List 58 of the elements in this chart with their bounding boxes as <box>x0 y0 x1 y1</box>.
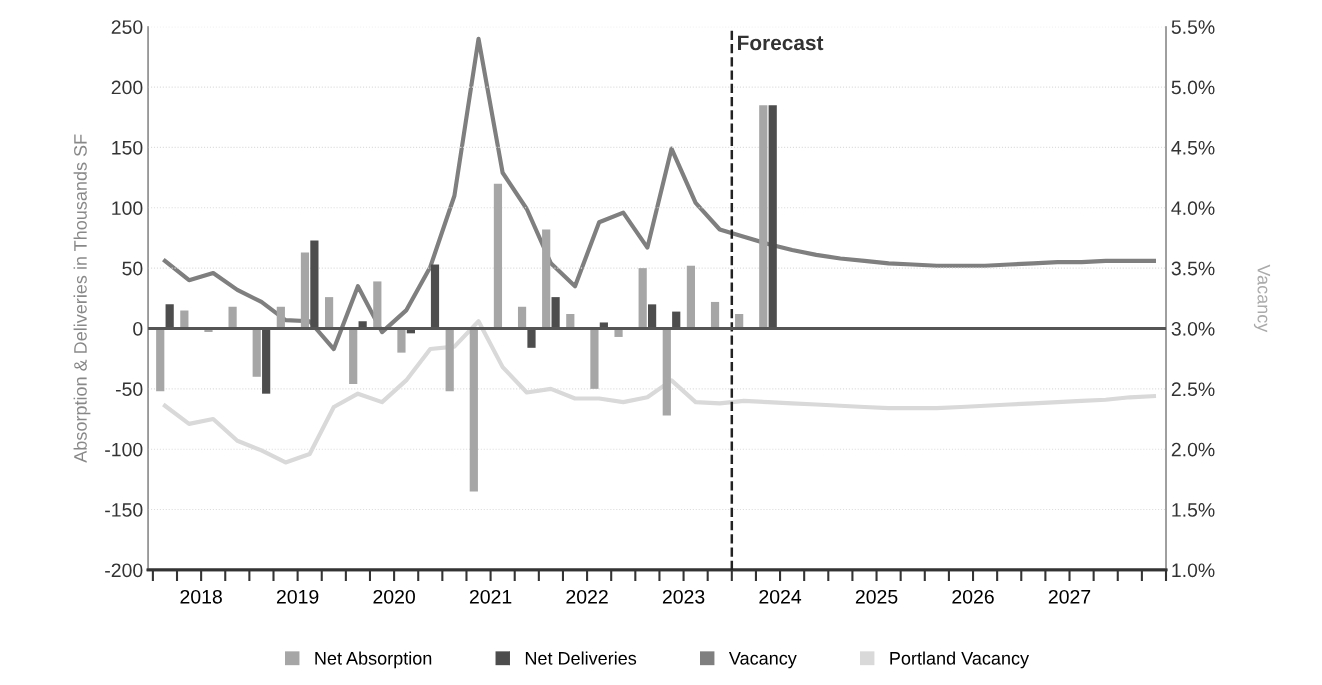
y2-tick-label: 2.5% <box>1171 382 1215 397</box>
y-tick-label: 150 <box>112 140 143 155</box>
bar <box>252 328 261 377</box>
y2-tick-label: 4.5% <box>1171 140 1215 155</box>
y-tick-label: -200 <box>105 563 143 578</box>
bar <box>373 281 382 329</box>
y-axis-title: Absorption & Deliveries in Thousands SF <box>73 134 91 463</box>
line-series <box>162 36 1157 352</box>
y-tick-label: 200 <box>111 80 143 95</box>
bar <box>759 105 768 329</box>
x-tick-label: 2027 <box>1048 589 1091 604</box>
x-tick-label: 2024 <box>759 589 802 604</box>
bar <box>710 301 720 329</box>
y2-tick-label: 1.5% <box>1172 503 1215 517</box>
y2-tick-label: 3.0% <box>1171 321 1215 336</box>
bar <box>445 328 454 392</box>
y2-tick-label: 5.0% <box>1171 80 1215 95</box>
bar <box>469 328 478 492</box>
bar <box>662 328 671 416</box>
y-tick-label: -50 <box>115 382 143 397</box>
bar <box>300 252 310 329</box>
x-tick-label: 2026 <box>952 589 994 604</box>
y-tick-label: 0 <box>133 321 143 336</box>
bar <box>542 229 551 329</box>
ref-line-label: Forecast <box>738 35 824 51</box>
bar <box>517 306 527 329</box>
y-tick-label: -100 <box>105 442 143 457</box>
x-tick-label: 2021 <box>469 589 512 604</box>
legend-label: Portland Vacancy <box>890 651 1030 669</box>
bar <box>397 328 406 353</box>
bar <box>493 183 503 329</box>
y2-tick-label: 3.5% <box>1171 261 1215 276</box>
x-tick-label: 2023 <box>662 589 705 604</box>
legend-label: Vacancy <box>728 652 797 669</box>
y2-tick-label: 2.0% <box>1171 442 1215 457</box>
y2-tick-label: 1.0% <box>1172 563 1215 578</box>
x-tick-label: 2022 <box>566 589 608 604</box>
y2-tick-label: 5.5% <box>1171 20 1215 34</box>
bar <box>228 306 237 329</box>
y-tick-label: -150 <box>105 503 143 517</box>
x-tick-label: 2019 <box>276 589 319 604</box>
y-tick-label: 100 <box>112 201 143 216</box>
y-tick-label: 50 <box>122 261 143 276</box>
x-tick-label: 2020 <box>373 589 415 604</box>
x-tick-label: 2025 <box>855 589 898 604</box>
x-tick-label: 2018 <box>180 589 222 604</box>
bar <box>156 328 165 392</box>
bar <box>638 268 647 329</box>
bar <box>324 297 334 329</box>
y2-tick-label: 4.0% <box>1171 201 1215 216</box>
bar <box>590 328 599 389</box>
y-tick-label: 250 <box>111 20 143 34</box>
bar <box>276 306 285 329</box>
bar <box>349 328 358 385</box>
bar <box>686 265 696 329</box>
legend-label: Net Deliveries <box>525 651 637 665</box>
legend-label: Net Absorption <box>315 651 432 669</box>
y2-axis-title: Vacancy <box>1253 264 1271 333</box>
